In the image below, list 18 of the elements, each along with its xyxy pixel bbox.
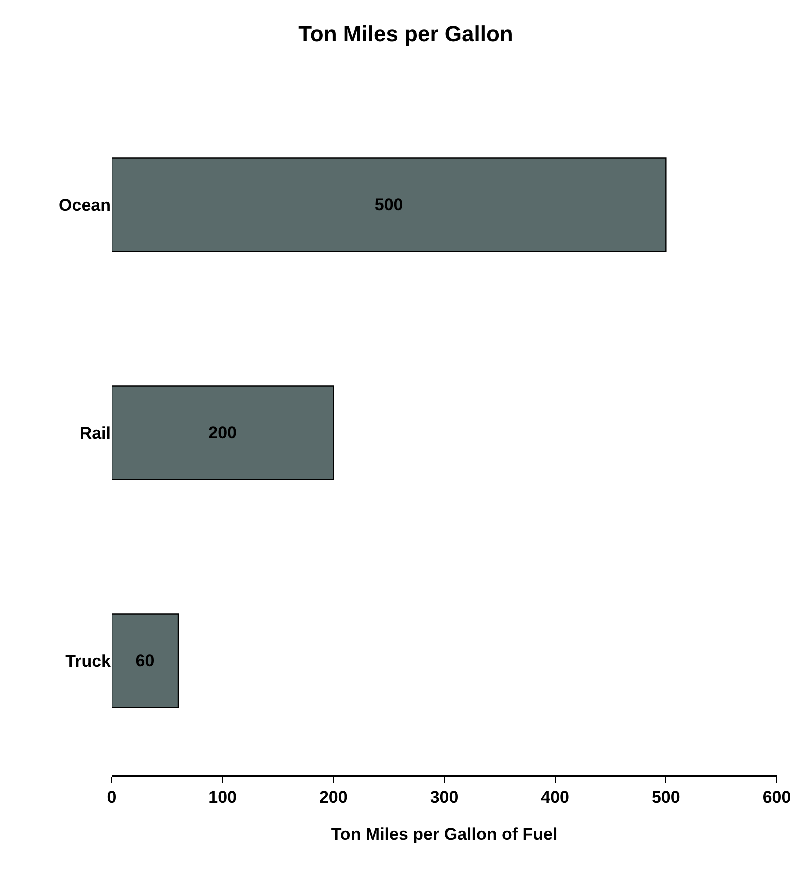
y-tick-label: Rail <box>80 424 111 443</box>
x-tick-label: 600 <box>762 788 792 808</box>
bar <box>112 386 334 480</box>
y-tick-label: Ocean <box>59 196 111 215</box>
y-tick-label: Truck <box>66 652 112 671</box>
x-tick-label: 200 <box>319 788 348 808</box>
bar <box>112 614 180 708</box>
x-tick-label: 400 <box>541 788 570 808</box>
chart-title: Ton Miles per Gallon <box>298 22 514 47</box>
bar <box>112 158 667 252</box>
x-tick-label: 300 <box>430 788 459 808</box>
x-tick-label: 500 <box>652 788 680 808</box>
x-tick-label: 100 <box>208 788 238 808</box>
data-label: 200 <box>208 424 238 442</box>
x-tick-label: 0 <box>107 788 117 808</box>
data-label: 500 <box>374 196 404 214</box>
x-axis-title: Ton Miles per Gallon of Fuel <box>331 825 558 844</box>
data-label: 60 <box>136 652 155 670</box>
